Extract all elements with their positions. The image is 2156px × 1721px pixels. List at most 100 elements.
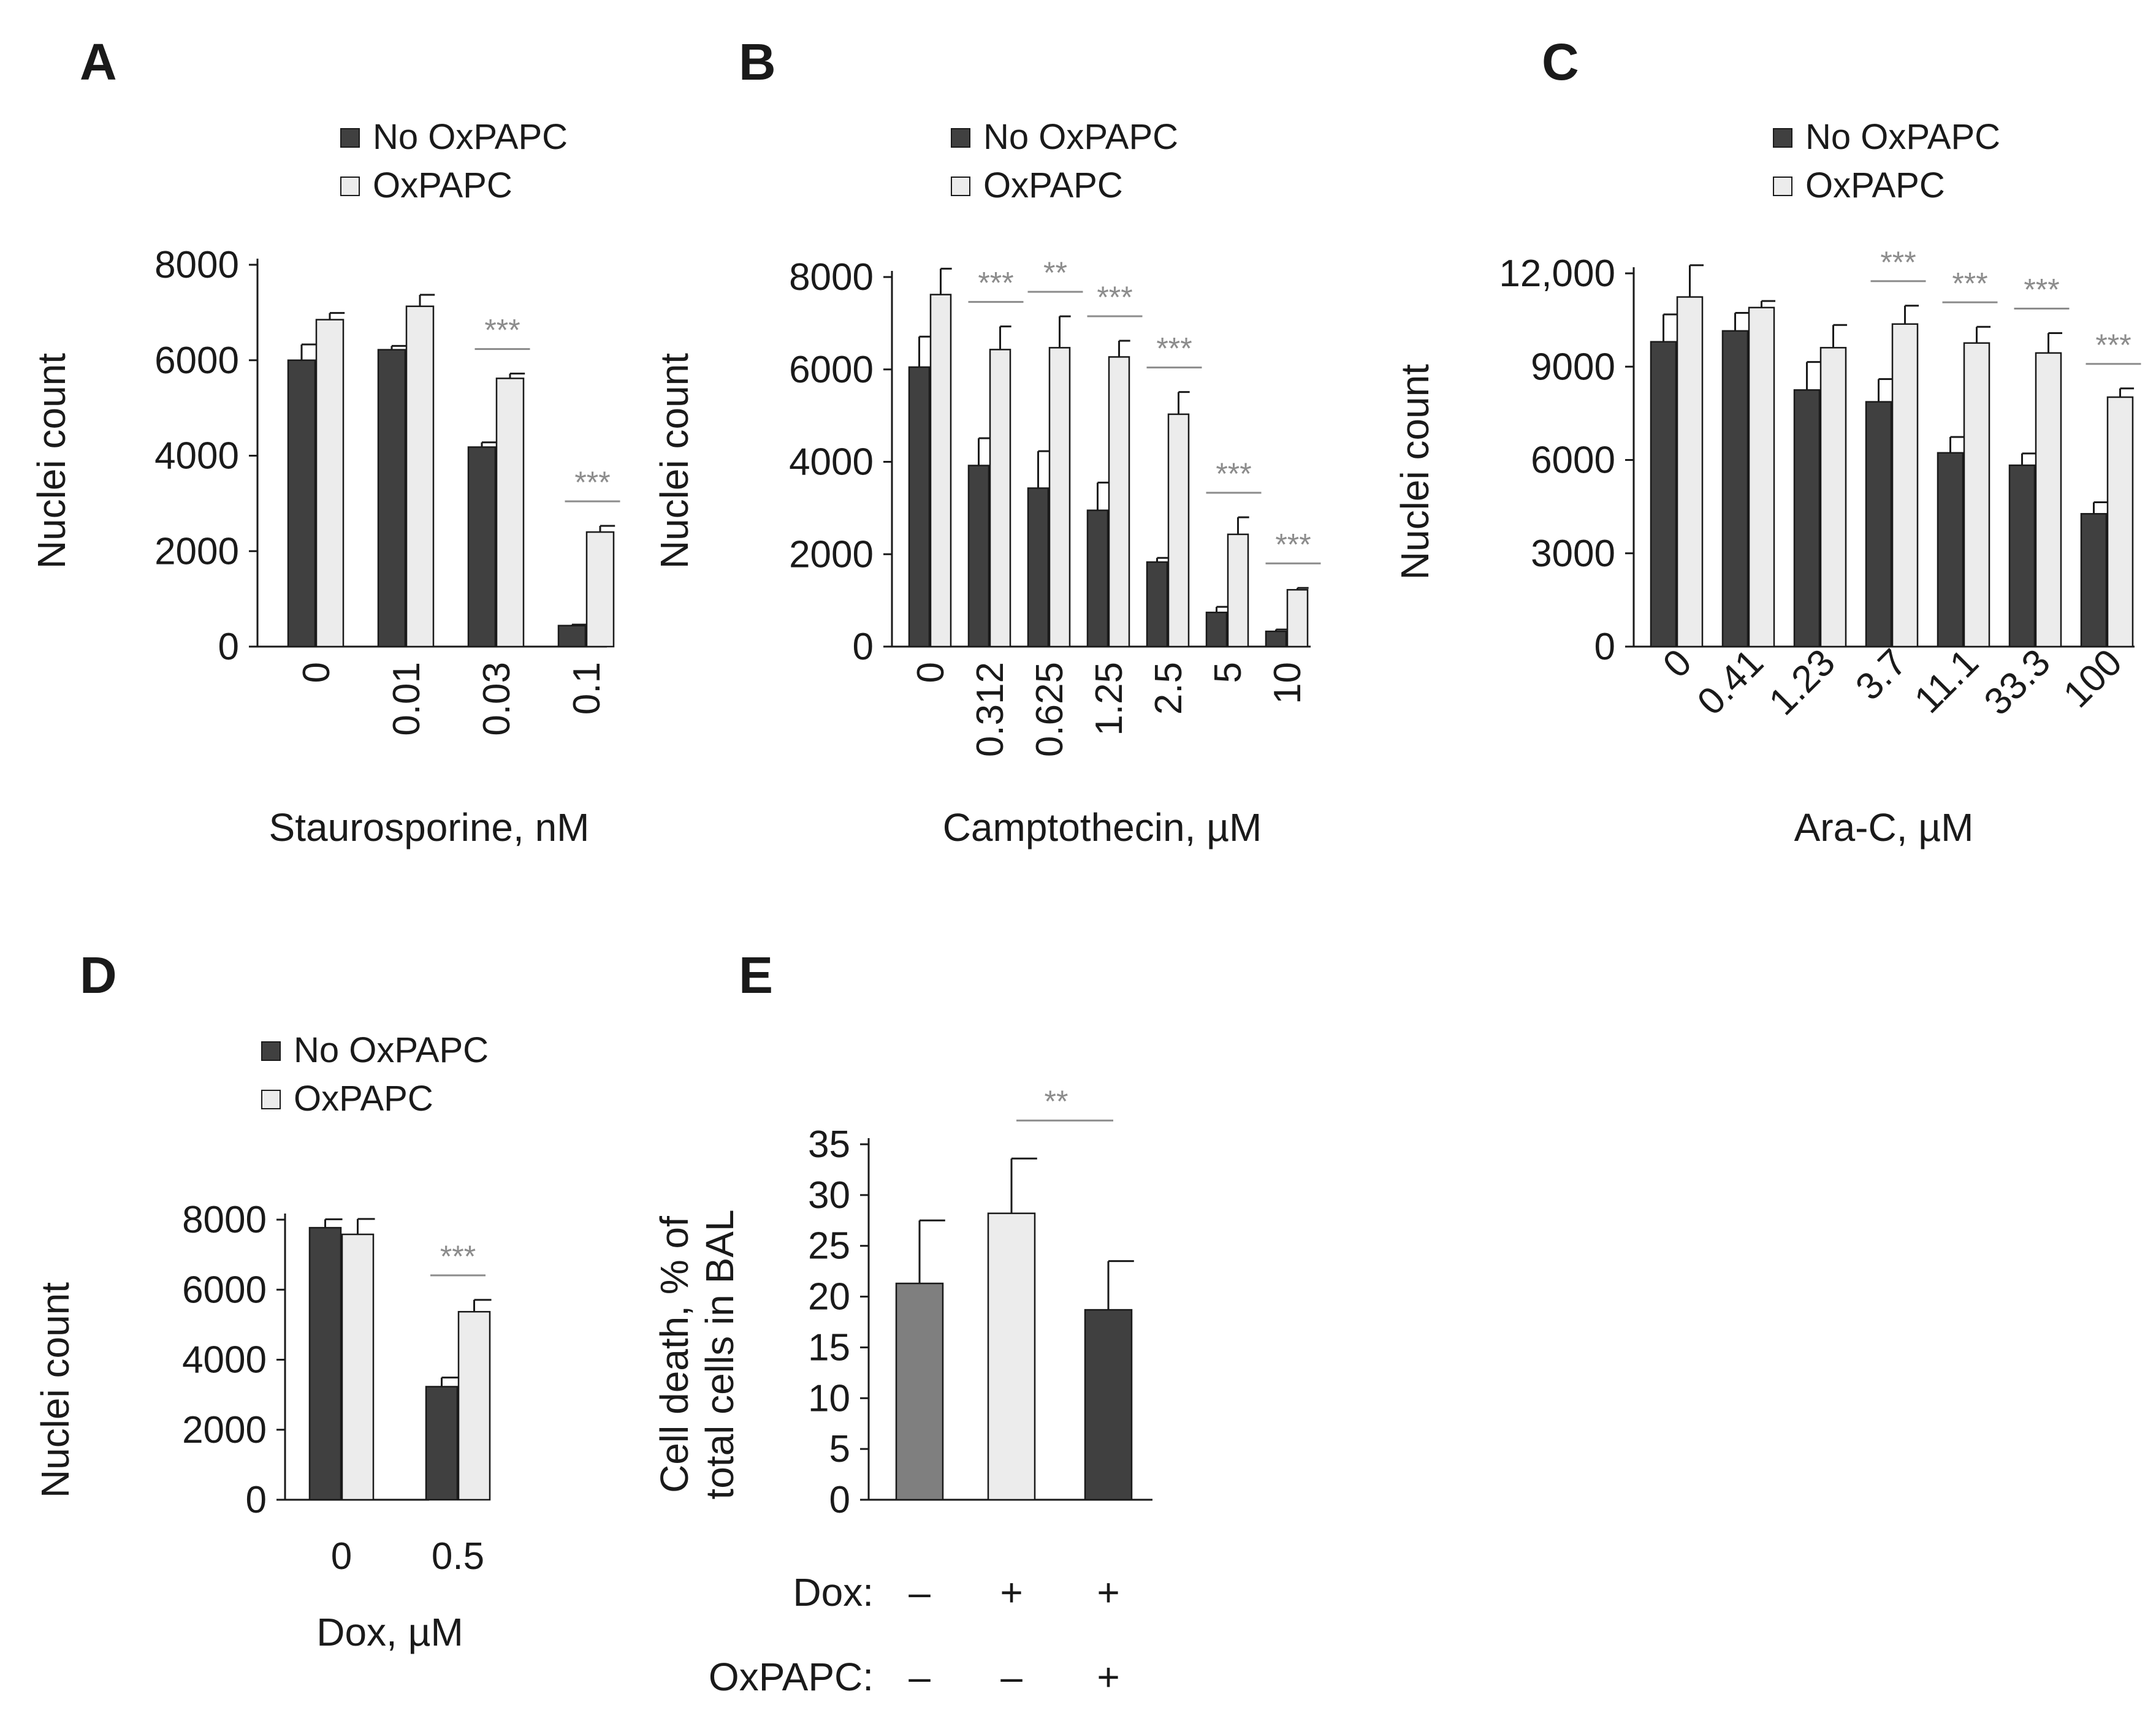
bar-no-oxpapc: [1086, 509, 1109, 648]
panel-e: E Cell death, % of total cells in BAL 0 5…: [652, 946, 1152, 1699]
panel-letter: D: [80, 946, 117, 1004]
x-tick-label: 5: [1207, 662, 1249, 683]
bar-oxpapc: [1108, 356, 1130, 648]
bar-no-oxpapc: [425, 1386, 459, 1501]
y-tick-label: 20: [808, 1276, 850, 1318]
bar-oxpapc: [2035, 352, 2062, 648]
x-tick-label: 10: [1267, 662, 1309, 704]
legend-swatch-dark: [261, 1041, 281, 1061]
x-tick-label: 0: [331, 1535, 352, 1578]
y-tick-label: 25: [808, 1225, 850, 1267]
y-tick-label: 0: [1594, 626, 1615, 668]
x-tick-label: 0.03: [476, 662, 518, 736]
bar-no-oxpapc: [377, 349, 406, 648]
x-axis-title: Ara-C, µM: [1794, 805, 1974, 849]
y-tick-label: 10: [808, 1377, 850, 1419]
bar-oxpapc: [341, 1233, 375, 1501]
x-tick-label: 11.1: [1906, 641, 1987, 721]
x-tick-label: 2.5: [1148, 662, 1190, 715]
bar-no-oxpapc: [2080, 513, 2108, 648]
legend-swatch-dark: [340, 128, 360, 148]
bar-oxpapc: [2106, 396, 2134, 648]
bar-no-oxpapc: [1265, 630, 1287, 648]
significance-label: ***: [978, 266, 1013, 300]
bar-oxpapc: [405, 305, 435, 648]
bar-no-oxpapc: [467, 446, 497, 648]
significance-label: ***: [1275, 527, 1311, 561]
bar-no-oxpapc: [308, 1226, 342, 1501]
significance-label: ***: [2095, 328, 2131, 362]
significance-label: **: [1045, 1084, 1068, 1119]
legend-label-oxpapc: OxPAPC: [1805, 165, 1945, 205]
bar-no-oxpapc: [1146, 561, 1168, 648]
oxpapc-sign: –: [1000, 1655, 1023, 1699]
y-axis-title-line-1: Cell death, % of: [652, 1216, 696, 1493]
y-tick-label: 0: [246, 1479, 267, 1521]
y-tick-label: 2000: [182, 1409, 267, 1451]
significance-label: **: [1043, 256, 1067, 290]
bar-oxpapc: [1676, 296, 1704, 648]
legend: No OxPAPC OxPAPC: [951, 117, 1178, 205]
x-tick-label: 0.1: [566, 662, 608, 715]
dox-sign: +: [1000, 1570, 1023, 1614]
bar-oxpapc: [929, 294, 952, 648]
significance-label: ***: [1216, 457, 1251, 491]
y-tick-label: 35: [808, 1123, 850, 1166]
bar-oxpapc: [989, 349, 1011, 648]
legend-swatch-light: [1773, 177, 1792, 196]
bar-no-oxpapc: [287, 359, 316, 648]
bar-no-oxpapc: [967, 465, 990, 648]
y-tick-label: 8000: [154, 244, 239, 286]
x-tick-label: 1.25: [1088, 662, 1130, 736]
bar-no-oxpapc: [1650, 341, 1677, 648]
legend-swatch-dark: [951, 128, 970, 148]
y-tick-label: 5: [829, 1428, 850, 1470]
y-tick-label: 0: [218, 626, 239, 668]
y-tick-label: 8000: [789, 256, 874, 298]
y-tick-label: 6000: [182, 1269, 267, 1311]
bar-oxpapc: [495, 378, 525, 648]
x-tick-label: 1.23: [1761, 641, 1843, 723]
significance-label: ***: [2024, 272, 2059, 306]
panel-c: C No OxPAPC OxPAPC Nuclei count Ara-C, µ…: [1393, 33, 2141, 849]
x-tick-label: 3.7: [1848, 641, 1915, 709]
y-axis-title: Nuclei count: [1393, 364, 1437, 580]
x-tick-label: 0: [1655, 641, 1700, 686]
significance-label: ***: [1097, 280, 1132, 314]
significance-label: ***: [1880, 245, 1916, 279]
y-tick-label: 2000: [154, 530, 239, 572]
bar-condition: [895, 1282, 944, 1501]
bar-oxpapc: [1748, 306, 1775, 648]
bar-oxpapc: [1167, 413, 1190, 648]
bar-no-oxpapc: [1205, 611, 1228, 648]
y-tick-label: 15: [808, 1326, 850, 1369]
x-tick-label: 100: [2055, 641, 2130, 716]
bar-condition: [1084, 1309, 1133, 1501]
panel-d: D No OxPAPC OxPAPC Nuclei count Dox, µM …: [33, 946, 492, 1654]
legend-swatch-light: [951, 177, 970, 196]
y-tick-label: 2000: [789, 533, 874, 576]
significance-label: ***: [440, 1239, 476, 1274]
bar-no-oxpapc: [557, 625, 587, 648]
legend-swatch-dark: [1773, 128, 1792, 148]
plot-area: 0 5 10 15 20 25 30 35 – – + – + + **: [808, 1084, 1152, 1699]
bar-oxpapc: [1048, 347, 1071, 648]
x-tick-label: 0.312: [969, 662, 1011, 757]
y-tick-label: 9000: [1531, 346, 1615, 388]
y-tick-label: 4000: [154, 435, 239, 477]
bar-oxpapc: [315, 319, 345, 648]
bar-oxpapc: [1963, 342, 1990, 648]
panel-letter: B: [739, 33, 776, 91]
legend-swatch-light: [340, 177, 360, 196]
panel-a: A No OxPAPC OxPAPC Nuclei count Staurosp…: [29, 33, 620, 849]
panel-letter: E: [739, 946, 773, 1004]
legend: No OxPAPC OxPAPC: [261, 1030, 489, 1119]
bar-oxpapc: [1286, 589, 1309, 648]
x-axis-title: Camptothecin, µM: [943, 805, 1262, 849]
oxpapc-sign: +: [1097, 1655, 1119, 1699]
x-tick-label: 0.01: [386, 662, 428, 736]
y-tick-label: 4000: [789, 441, 874, 484]
y-tick-label: 4000: [182, 1339, 267, 1381]
legend: No OxPAPC OxPAPC: [340, 117, 568, 205]
